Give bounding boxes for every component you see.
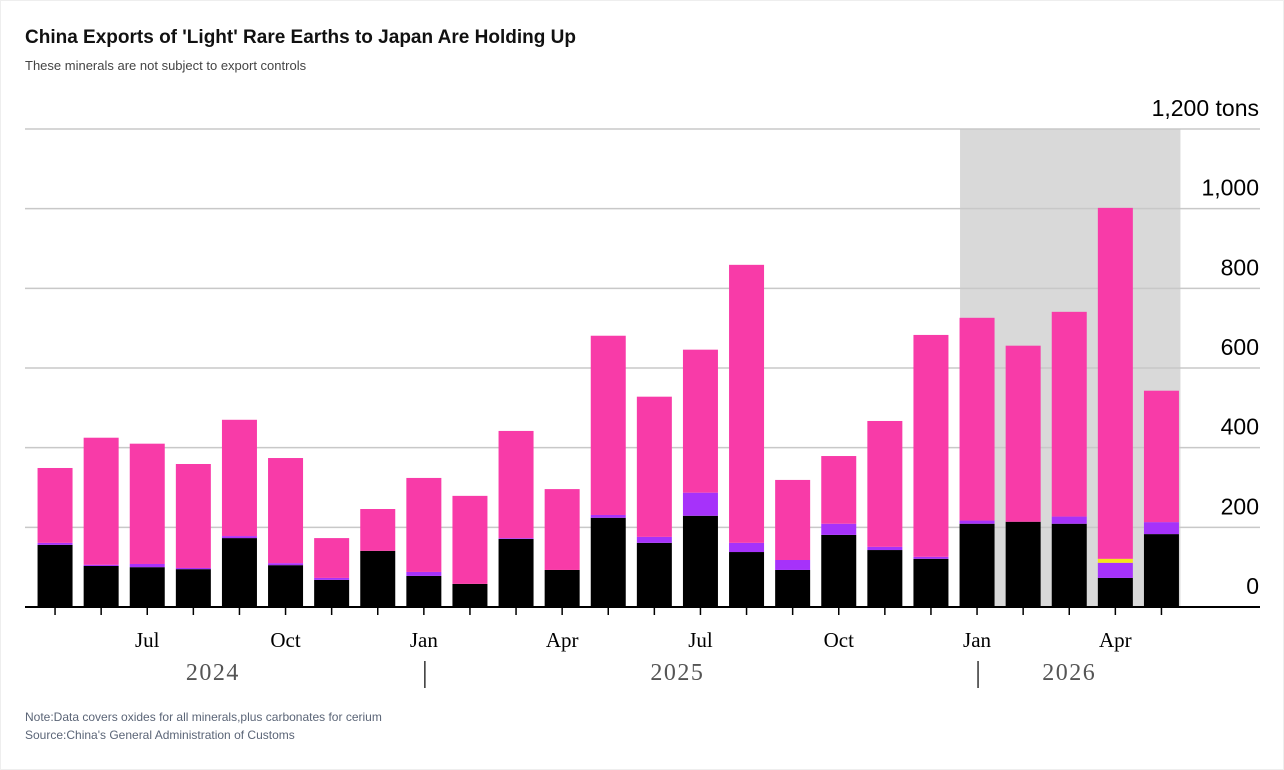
bar-segment	[590, 335, 626, 515]
x-tick-label: Apr	[546, 628, 579, 652]
bar-segment	[360, 509, 396, 551]
bar-segment	[360, 550, 396, 607]
bar-segment	[406, 477, 442, 572]
bar-segment	[221, 536, 257, 539]
bar-segment	[83, 565, 119, 607]
bar-segment	[1143, 522, 1179, 535]
bar-segment	[913, 556, 949, 559]
bar-segment	[775, 559, 811, 570]
bar-segment	[1143, 390, 1179, 523]
bar-segment	[775, 479, 811, 560]
bar-segment	[37, 544, 73, 607]
bar-segment	[682, 492, 718, 516]
y-tick-label: 800	[1221, 254, 1259, 280]
bar-segment	[406, 575, 442, 607]
bar-segment	[821, 523, 857, 535]
y-tick-label: 200	[1221, 493, 1259, 519]
y-tick-label: 1,200 tons	[1152, 95, 1259, 121]
bar-segment	[544, 569, 580, 607]
bar-segment	[1005, 345, 1041, 522]
chart-subtitle: These minerals are not subject to export…	[25, 58, 307, 73]
plot: 0 200 400 600 800 1,000 1,200 tons Jul Oct Jan Apr…	[25, 95, 1260, 688]
source: Source:China's General Administration of…	[25, 728, 295, 742]
bar-segment	[1051, 523, 1087, 607]
bar-segment	[867, 420, 903, 547]
bar-segment	[37, 542, 73, 545]
y-tick-label: 0	[1246, 573, 1259, 599]
bar-segment	[175, 569, 211, 607]
year-label: 2025	[650, 660, 704, 686]
bar-segment	[221, 538, 257, 607]
bar-segment	[636, 396, 672, 537]
bar-segment	[959, 520, 995, 524]
bar-segment	[636, 542, 672, 607]
bar-segment	[1097, 577, 1133, 607]
y-tick-label: 400	[1221, 414, 1259, 440]
bar-segment	[314, 577, 350, 580]
bar-segment	[129, 563, 165, 568]
bar-segment	[729, 264, 765, 543]
bar-segment	[129, 443, 165, 564]
bar-segment	[682, 349, 718, 493]
bar-segment	[682, 515, 718, 607]
bar-segment	[729, 552, 765, 607]
bar-segment	[1005, 521, 1041, 607]
bar-segment	[175, 567, 211, 570]
bar-segment	[636, 536, 672, 543]
chart-title: China Exports of 'Light' Rare Earths to …	[25, 27, 576, 48]
bar-segment	[590, 517, 626, 607]
bar-segment	[1097, 558, 1133, 563]
x-tick-label: Jan	[410, 628, 438, 652]
x-tick-label: Jul	[688, 628, 713, 652]
bar-segment	[314, 538, 350, 578]
bar-segment	[83, 564, 119, 566]
bar-segment	[1097, 207, 1133, 559]
y-tick-label: 1,000	[1201, 175, 1259, 201]
bar-segment	[175, 463, 211, 568]
bar-segment	[452, 495, 488, 584]
bar-segment	[268, 563, 304, 566]
bar-segment	[37, 467, 73, 543]
bar-segment	[406, 571, 442, 576]
bar-segment	[867, 550, 903, 607]
bar-segment	[959, 317, 995, 521]
bar-segment	[1097, 562, 1133, 578]
bar-segment	[775, 569, 811, 607]
bar-segment	[544, 489, 580, 570]
bar-segment	[83, 437, 119, 565]
bar-segment	[268, 458, 304, 564]
bar-segment	[913, 558, 949, 607]
bar-segment	[268, 565, 304, 607]
year-label: 2024	[186, 660, 240, 686]
bar-segment	[913, 334, 949, 557]
bar-segment	[959, 523, 995, 607]
bar-segment	[452, 583, 488, 607]
note: Note:Data covers oxides for all minerals…	[25, 710, 382, 724]
bar-segment	[314, 579, 350, 607]
bar-segment	[867, 546, 903, 551]
bar-segment	[1051, 516, 1087, 524]
x-tick-label: Apr	[1099, 628, 1132, 652]
x-tick-label: Oct	[270, 628, 300, 652]
bar-segment	[1143, 534, 1179, 607]
bar-segment	[1051, 311, 1087, 517]
bar-segment	[498, 430, 534, 539]
x-tick-label: Jan	[963, 628, 991, 652]
bar-segment	[498, 538, 534, 539]
bar-segment	[821, 534, 857, 607]
x-tick-label: Oct	[824, 628, 854, 652]
y-tick-label: 600	[1221, 334, 1259, 360]
x-tick-label: Jul	[135, 628, 160, 652]
bar-segment	[821, 456, 857, 524]
bar-segment	[590, 514, 626, 518]
bar-segment	[498, 538, 534, 607]
year-label: 2026	[1042, 660, 1096, 686]
bar-segment	[221, 419, 257, 537]
bar-segment	[129, 567, 165, 607]
bar-segment	[729, 542, 765, 553]
